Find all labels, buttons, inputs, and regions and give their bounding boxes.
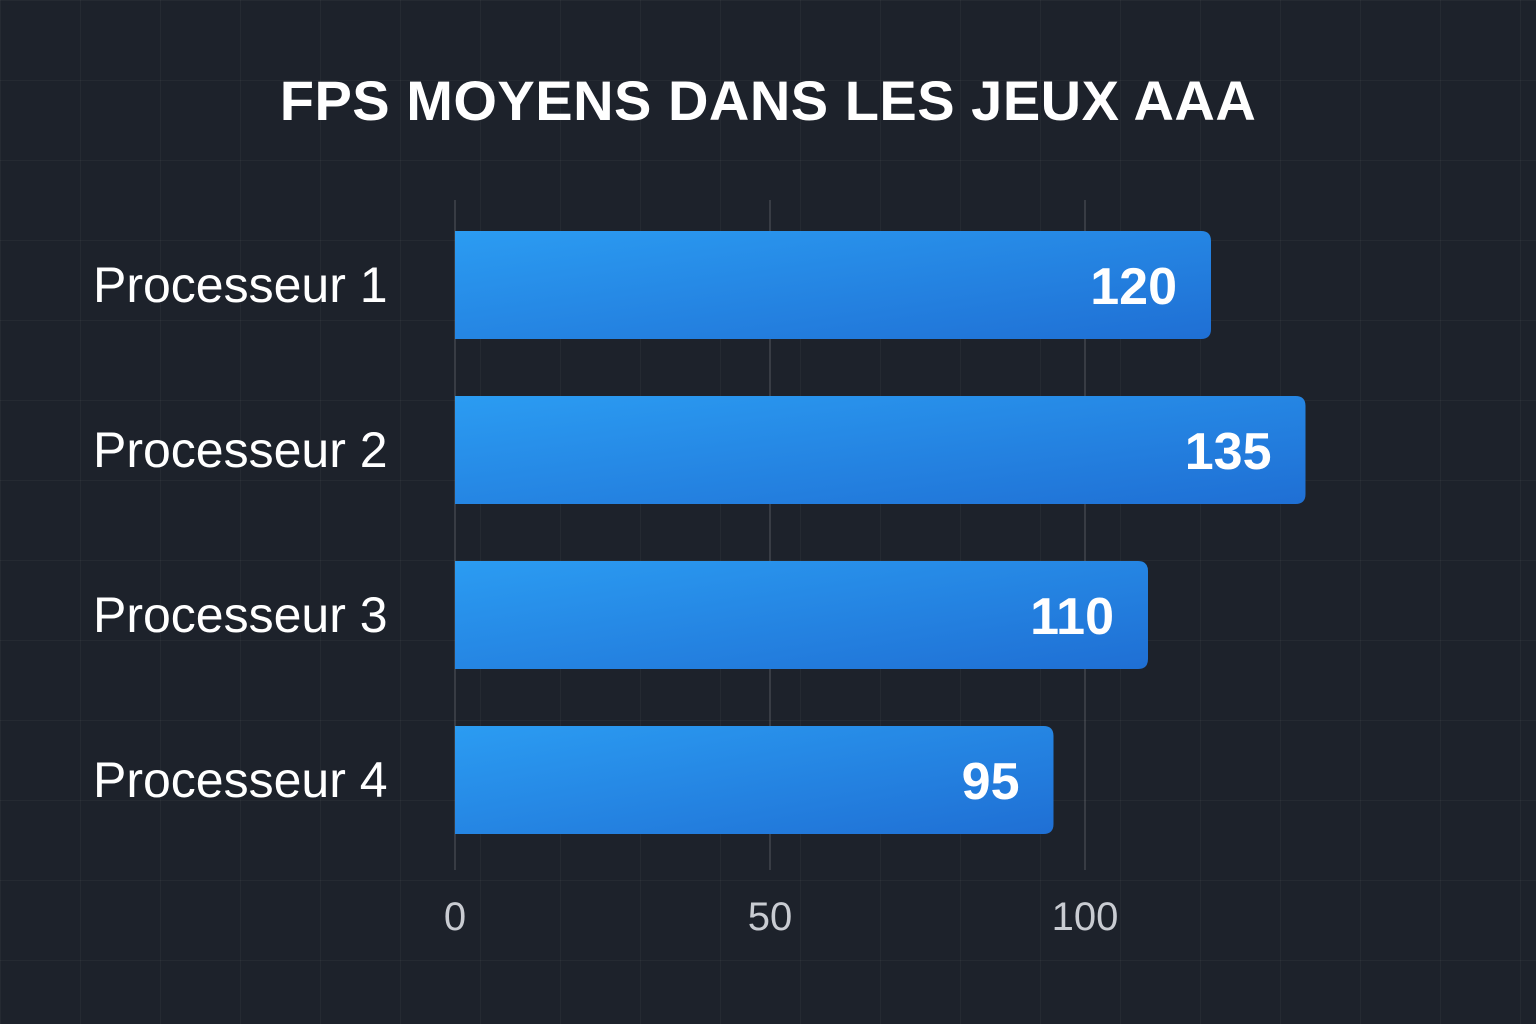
- category-label: Processeur 3: [93, 587, 388, 643]
- bar: [455, 396, 1306, 504]
- x-tick-label: 50: [748, 895, 793, 939]
- data-label: 95: [962, 753, 1020, 811]
- data-label: 110: [1030, 588, 1114, 646]
- x-tick-label: 0: [444, 895, 466, 939]
- category-label: Processeur 4: [93, 752, 388, 808]
- category-label: Processeur 1: [93, 257, 388, 313]
- data-label: 135: [1185, 423, 1272, 481]
- bar: [455, 726, 1054, 834]
- bar: [455, 561, 1148, 669]
- bar: [455, 231, 1211, 339]
- data-label: 120: [1090, 258, 1177, 316]
- category-label: Processeur 2: [93, 422, 388, 478]
- x-tick-label: 100: [1052, 895, 1119, 939]
- chart-title: FPS MOYENS DANS LES JEUX AAA: [279, 69, 1257, 132]
